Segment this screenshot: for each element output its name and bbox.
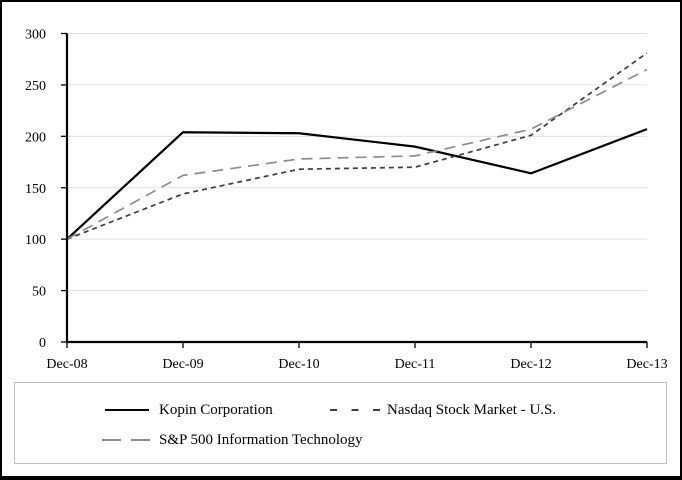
y-tick-label-100: 100 [25,233,46,248]
x-tick-label-dec-12: Dec-12 [510,357,551,372]
x-tick-label-dec-08: Dec-08 [46,357,87,372]
series-lines [66,52,648,240]
y-axis-labels: 0 50 100 150 200 250 300 [25,28,46,352]
legend-label-nasdaq-stock-market: Nasdaq Stock Market - U.S. [387,401,557,418]
y-tick-label-50: 50 [32,285,46,300]
legend-item-nasdaq-stock-market: Nasdaq Stock Market - U.S. [330,395,666,425]
series-line-nasdaq-stock-market-u-s [66,52,648,240]
y-tick-label-0: 0 [39,336,46,351]
y-tick-label-200: 200 [25,130,46,145]
series-line-s-p-500-information-technology [66,68,648,240]
x-tick-label-dec-10: Dec-10 [278,357,319,372]
long-dash-line-swatch-icon [102,439,152,441]
legend-label-sp500-information-technology: S&P 500 Information Technology [159,431,363,448]
y-tick-label-300: 300 [25,28,46,43]
x-axis-labels: Dec-08 Dec-09 Dec-10 Dec-11 Dec-12 Dec-13 [46,357,667,372]
legend-label-kopin-corporation: Kopin Corporation [159,401,273,418]
axis-ticks [61,32,648,348]
legend-item-kopin-corporation: Kopin Corporation [102,395,330,425]
chart-legend: Kopin Corporation Nasdaq Stock Market - … [14,382,667,464]
y-tick-label-250: 250 [25,79,46,94]
gridlines [67,33,647,292]
y-tick-label-150: 150 [25,182,46,197]
x-tick-label-dec-13: Dec-13 [626,357,667,372]
x-tick-label-dec-09: Dec-09 [162,357,203,372]
solid-line-swatch-icon [105,409,149,411]
short-dash-line-swatch-icon [330,409,380,411]
x-tick-label-dec-11: Dec-11 [395,357,436,372]
legend-item-sp500-information-technology: S&P 500 Information Technology [102,425,363,455]
series-line-kopin-corporation [66,128,648,240]
